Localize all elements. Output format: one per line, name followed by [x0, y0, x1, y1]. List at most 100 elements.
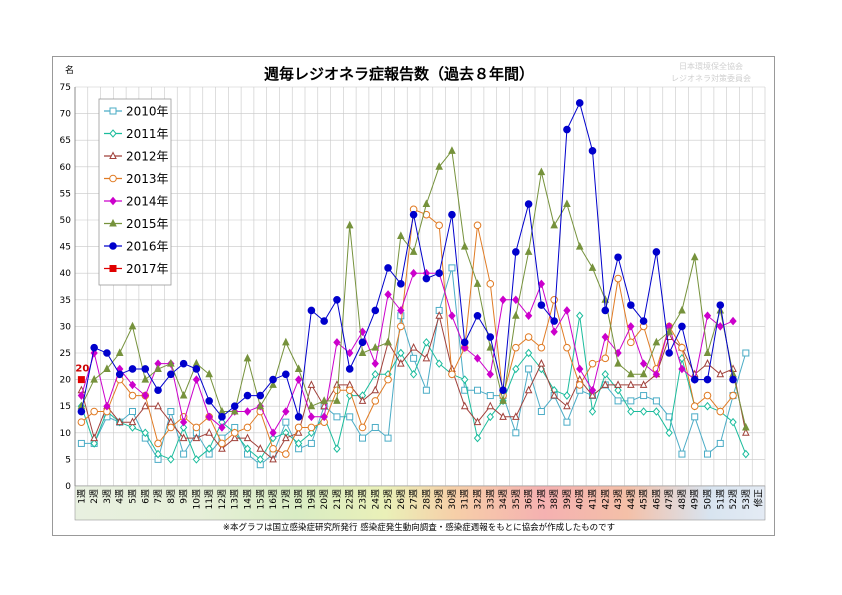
data-point — [243, 444, 252, 454]
data-point — [154, 449, 162, 459]
data-point — [129, 408, 136, 416]
data-point — [550, 220, 558, 229]
legend-label: 2011年 — [126, 127, 169, 141]
x-axis: 1週 2週 3週 4週 5週 6週 7週 8週 9週 10週 11週 12週 13週 14週 15週 16週 1… — [76, 489, 764, 509]
data-point — [703, 391, 712, 400]
y-tick-label: 0 — [65, 482, 71, 492]
x-tick-label: 35週 — [511, 489, 522, 509]
data-point — [525, 365, 533, 373]
data-point — [563, 125, 571, 134]
data-point — [448, 311, 456, 321]
data-point — [678, 343, 686, 352]
data-point — [192, 423, 201, 432]
data-point — [371, 397, 380, 405]
y-tick-label: 35 — [60, 296, 71, 306]
legend-swatch-marker — [109, 151, 117, 159]
data-point — [512, 364, 520, 374]
data-point — [537, 343, 546, 352]
legend-label: 2016年 — [126, 240, 169, 254]
data-point — [115, 417, 124, 426]
data-point — [524, 247, 533, 255]
data-point — [77, 391, 86, 400]
data-point — [320, 412, 328, 422]
data-point — [588, 407, 597, 416]
legend-label: 2014年 — [126, 195, 169, 209]
data-point — [639, 317, 648, 325]
footnote: ※本グラフは国立感染症研究所発行 感染症発生動向調査・感染症週報をもとに協会が作… — [223, 522, 615, 533]
data-point — [294, 413, 303, 421]
data-point — [154, 401, 162, 410]
data-point — [742, 349, 750, 357]
data-point — [588, 263, 597, 271]
x-tick-label: 22週 — [345, 489, 356, 509]
x-tick-label: 15週 — [255, 489, 266, 509]
data-point — [141, 401, 150, 410]
x-tick-label: 16週 — [268, 489, 279, 509]
x-tick-label: 6週 — [140, 489, 151, 504]
data-point — [154, 386, 162, 395]
data-point — [678, 364, 686, 374]
data-label: 20 — [75, 364, 89, 375]
data-point — [690, 252, 699, 261]
data-point — [333, 413, 341, 421]
data-point — [141, 374, 150, 383]
legend-swatch-marker — [109, 196, 117, 206]
data-point — [729, 375, 737, 384]
data-point — [346, 348, 354, 358]
series-2011年 — [77, 311, 750, 464]
x-tick-label: 14週 — [243, 489, 254, 509]
data-point — [537, 279, 546, 289]
data-point — [703, 375, 712, 384]
data-point — [473, 311, 482, 320]
data-point — [729, 391, 737, 400]
data-point — [435, 359, 443, 368]
data-point — [179, 390, 188, 399]
data-point — [614, 359, 622, 367]
data-point — [742, 449, 750, 459]
legend-label: 2013年 — [126, 172, 169, 186]
data-point — [473, 354, 482, 363]
data-point — [512, 429, 520, 437]
data-point — [192, 433, 201, 442]
data-point — [588, 385, 597, 395]
x-tick-label: 42週 — [600, 489, 611, 509]
x-tick-label: 17週 — [281, 489, 292, 509]
series-group: 20 — [75, 99, 750, 469]
data-point — [576, 364, 584, 374]
x-tick-label: 32週 — [473, 489, 484, 509]
data-point — [563, 306, 571, 315]
data-point — [448, 264, 456, 272]
x-tick-label: 39週 — [562, 489, 573, 509]
x-tick-label: 28週 — [421, 489, 432, 509]
data-point — [665, 428, 673, 438]
data-point — [652, 248, 661, 256]
data-point — [333, 386, 341, 395]
data-point — [665, 327, 673, 335]
data-point — [358, 348, 367, 356]
data-point — [461, 386, 469, 394]
data-point — [384, 375, 392, 384]
data-point — [678, 322, 686, 331]
data-point — [588, 147, 597, 155]
series-line — [81, 208, 734, 455]
data-point — [665, 349, 673, 357]
x-tick-label: 2週 — [89, 489, 100, 504]
data-point — [627, 322, 635, 331]
x-tick-label: 25週 — [383, 489, 394, 509]
x-tick-label: 19週 — [306, 489, 317, 509]
data-point — [282, 337, 290, 346]
data-point — [703, 401, 712, 411]
x-tick-label: 46週 — [651, 489, 662, 509]
x-tick-label: 10週 — [191, 489, 202, 509]
data-point — [486, 333, 495, 341]
x-tick-label: 30週 — [447, 489, 458, 509]
data-point — [639, 359, 648, 368]
data-point — [346, 413, 354, 421]
data-point — [473, 417, 482, 426]
data-point — [550, 317, 558, 325]
data-point — [345, 220, 354, 229]
data-point — [128, 321, 137, 330]
data-point — [473, 279, 482, 287]
data-point — [192, 365, 201, 373]
data-point — [243, 433, 252, 442]
